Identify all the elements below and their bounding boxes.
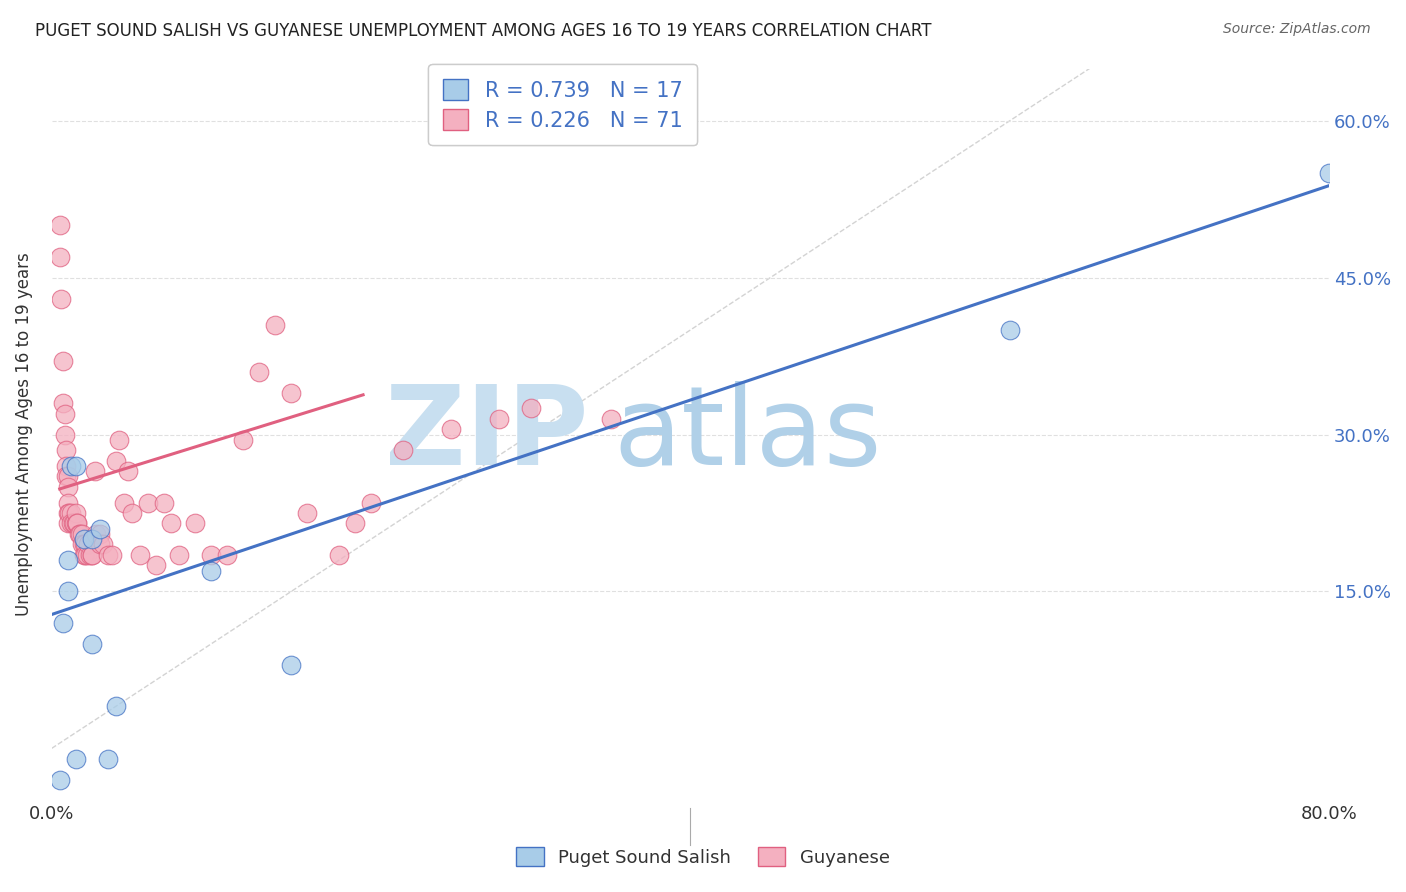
- Point: [83, 464, 105, 478]
- Point: [70, 527, 93, 541]
- Point: [998, 323, 1021, 337]
- Point: [264, 318, 287, 332]
- Point: [107, 433, 129, 447]
- Point: [80, 532, 103, 546]
- Point: [48, 772, 70, 787]
- Point: [56, 495, 79, 509]
- Point: [112, 495, 135, 509]
- Point: [145, 558, 167, 573]
- Point: [59, 506, 82, 520]
- Point: [52, 396, 75, 410]
- Point: [59, 458, 82, 473]
- Point: [86, 527, 108, 541]
- Text: ZIP: ZIP: [385, 381, 588, 488]
- Point: [89, 522, 111, 536]
- Point: [97, 548, 120, 562]
- Point: [73, 532, 96, 546]
- Point: [232, 433, 254, 447]
- Point: [62, 516, 84, 531]
- Point: [77, 537, 100, 551]
- Point: [104, 699, 127, 714]
- Point: [52, 615, 75, 630]
- Point: [69, 527, 91, 541]
- Legend: R = 0.739   N = 17, R = 0.226   N = 71: R = 0.739 N = 17, R = 0.226 N = 71: [429, 64, 697, 145]
- Point: [104, 453, 127, 467]
- Point: [519, 401, 541, 416]
- Point: [52, 354, 75, 368]
- Point: [63, 516, 86, 531]
- Point: [89, 537, 111, 551]
- Point: [56, 516, 79, 531]
- Point: [66, 516, 89, 531]
- Point: [488, 412, 510, 426]
- Point: [136, 495, 159, 509]
- Point: [59, 516, 82, 531]
- Point: [280, 385, 302, 400]
- Point: [328, 548, 350, 562]
- Point: [128, 548, 150, 562]
- Point: [360, 495, 382, 509]
- Point: [51, 292, 73, 306]
- Point: [76, 548, 98, 562]
- Point: [169, 548, 191, 562]
- Point: [65, 516, 87, 531]
- Point: [89, 527, 111, 541]
- Point: [56, 584, 79, 599]
- Point: [599, 412, 621, 426]
- Point: [75, 548, 97, 562]
- Point: [55, 469, 77, 483]
- Point: [152, 495, 174, 509]
- Point: [184, 516, 207, 531]
- Point: [440, 422, 463, 436]
- Text: atlas: atlas: [614, 381, 882, 488]
- Y-axis label: Unemployment Among Ages 16 to 19 years: Unemployment Among Ages 16 to 19 years: [15, 252, 32, 616]
- Point: [66, 516, 89, 531]
- Point: [247, 365, 270, 379]
- Point: [117, 464, 139, 478]
- Point: [1317, 166, 1340, 180]
- Point: [65, 506, 87, 520]
- Point: [344, 516, 367, 531]
- Point: [73, 548, 96, 562]
- Point: [121, 506, 143, 520]
- Point: [56, 553, 79, 567]
- Point: [55, 443, 77, 458]
- Point: [70, 537, 93, 551]
- Point: [53, 407, 76, 421]
- Point: [75, 537, 97, 551]
- Point: [280, 657, 302, 672]
- Point: [48, 250, 70, 264]
- Point: [67, 527, 90, 541]
- Point: [295, 506, 318, 520]
- Point: [200, 564, 222, 578]
- Point: [160, 516, 183, 531]
- Point: [101, 548, 124, 562]
- Point: [48, 219, 70, 233]
- Point: [200, 548, 222, 562]
- Point: [53, 427, 76, 442]
- Point: [56, 469, 79, 483]
- Point: [217, 548, 239, 562]
- Point: [73, 537, 96, 551]
- Point: [80, 548, 103, 562]
- Point: [55, 458, 77, 473]
- Point: [392, 443, 415, 458]
- Text: PUGET SOUND SALISH VS GUYANESE UNEMPLOYMENT AMONG AGES 16 TO 19 YEARS CORRELATIO: PUGET SOUND SALISH VS GUYANESE UNEMPLOYM…: [35, 22, 932, 40]
- Point: [91, 537, 114, 551]
- Point: [65, 752, 87, 766]
- Point: [79, 548, 101, 562]
- Point: [80, 548, 103, 562]
- Point: [65, 458, 87, 473]
- Point: [58, 506, 80, 520]
- Text: Source: ZipAtlas.com: Source: ZipAtlas.com: [1223, 22, 1371, 37]
- Point: [56, 506, 79, 520]
- Point: [97, 752, 120, 766]
- Point: [56, 480, 79, 494]
- Legend: Puget Sound Salish, Guyanese: Puget Sound Salish, Guyanese: [509, 840, 897, 874]
- Point: [80, 637, 103, 651]
